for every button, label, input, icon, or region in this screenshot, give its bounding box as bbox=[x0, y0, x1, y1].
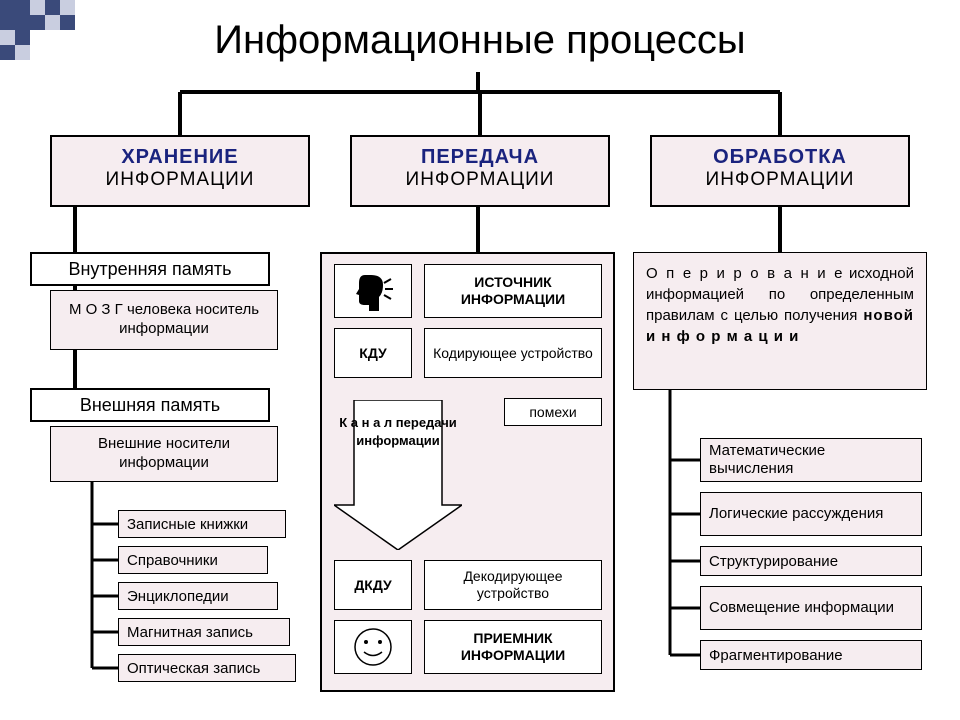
processing-desc: О п е р и р о в а н и е исходной информа… bbox=[633, 252, 927, 390]
main-box-line1: ОБРАБОТКА bbox=[652, 145, 908, 169]
storage-item-2: Энциклопедии bbox=[118, 582, 278, 610]
internal-memory-desc: М О З Г человека носитель информации bbox=[50, 290, 278, 350]
transfer-left-4: ДКДУ bbox=[334, 560, 412, 610]
head-icon bbox=[351, 269, 395, 313]
deco-square bbox=[60, 0, 75, 15]
processing-item-2: Структурирование bbox=[700, 546, 922, 576]
processing-item-4: Фрагментирование bbox=[700, 640, 922, 670]
storage-item-0: Записные книжки bbox=[118, 510, 286, 538]
main-box-line2: ИНФОРМАЦИИ bbox=[652, 169, 908, 192]
storage-item-1: Справочники bbox=[118, 546, 268, 574]
main-box-line1: ХРАНЕНИЕ bbox=[52, 145, 308, 169]
main-box-process: ОБРАБОТКАИНФОРМАЦИИ bbox=[650, 135, 910, 207]
main-box-line1: ПЕРЕДАЧА bbox=[352, 145, 608, 169]
processing-item-0: Математические вычисления bbox=[700, 438, 922, 482]
storage-item-3: Магнитная запись bbox=[118, 618, 290, 646]
smiley-icon bbox=[351, 625, 395, 669]
transfer-right-4: Декодирующее устройство bbox=[424, 560, 602, 610]
internal-memory-box: Внутренняя память bbox=[30, 252, 270, 286]
interference-box: помехи bbox=[504, 398, 602, 426]
transfer-right-0: ИСТОЧНИК ИНФОРМАЦИИ bbox=[424, 264, 602, 318]
external-memory-desc: Внешние носители информации bbox=[50, 426, 278, 482]
page-title: Информационные процессы bbox=[0, 18, 960, 63]
deco-square bbox=[45, 0, 60, 15]
transfer-left-1: КДУ bbox=[334, 328, 412, 378]
main-box-line2: ИНФОРМАЦИИ bbox=[52, 169, 308, 192]
channel-text: К а н а л передачи информации bbox=[334, 414, 462, 449]
external-memory-box: Внешняя память bbox=[30, 388, 270, 422]
channel-arrow: К а н а л передачи информации bbox=[334, 400, 462, 550]
transfer-right-1: Кодирующее устройство bbox=[424, 328, 602, 378]
main-box-transfer: ПЕРЕДАЧАИНФОРМАЦИИ bbox=[350, 135, 610, 207]
transfer-left-5 bbox=[334, 620, 412, 674]
transfer-right-5: ПРИЕМНИК ИНФОРМАЦИИ bbox=[424, 620, 602, 674]
main-box-storage: ХРАНЕНИЕИНФОРМАЦИИ bbox=[50, 135, 310, 207]
storage-item-4: Оптическая запись bbox=[118, 654, 296, 682]
processing-item-1: Логические рассуждения bbox=[700, 492, 922, 536]
processing-item-3: Совмещение информации bbox=[700, 586, 922, 630]
main-box-line2: ИНФОРМАЦИИ bbox=[352, 169, 608, 192]
deco-square bbox=[30, 0, 45, 15]
transfer-left-0 bbox=[334, 264, 412, 318]
